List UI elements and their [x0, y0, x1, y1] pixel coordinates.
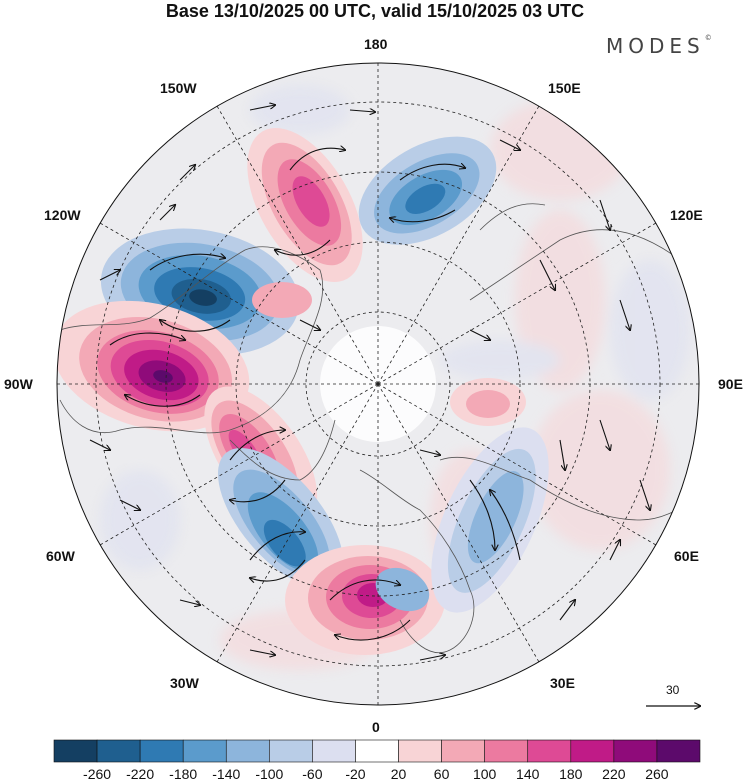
colorbar-tick-label: -20 — [345, 766, 366, 782]
colorbar-tick-label: 60 — [433, 766, 450, 782]
lon-label-90e: 90E — [718, 376, 743, 392]
map-border — [56, 62, 700, 706]
colorbar-swatch — [269, 739, 313, 763]
colorbar-tick-label: -100 — [255, 766, 284, 782]
colorbar-swatch — [355, 739, 399, 763]
anomaly-neg-30e — [375, 427, 549, 613]
graticule — [57, 63, 699, 705]
lon-label-0: 0 — [372, 719, 380, 735]
colorbar-swatch — [96, 739, 141, 763]
colorbar-swatch — [527, 739, 572, 763]
colorbar-swatch — [484, 739, 529, 763]
brand-text: MODES — [606, 34, 705, 58]
anomaly-field — [57, 85, 690, 670]
lon-label-150e: 150E — [548, 80, 581, 96]
lon-label-30w: 30W — [170, 675, 199, 691]
colorbar-swatch — [225, 739, 270, 763]
colorbar-tick-label: 180 — [559, 766, 583, 782]
vector-reference-label: 30 — [666, 683, 680, 697]
colorbar-swatch — [570, 739, 615, 763]
colorbar-swatch — [139, 739, 184, 763]
colorbar-swatch — [312, 739, 356, 763]
colorbar-swatch — [398, 739, 442, 763]
wind-vectors — [89, 105, 650, 661]
colorbar-swatch — [182, 739, 227, 763]
lon-label-180: 180 — [364, 36, 388, 52]
colorbar-tick-label: -260 — [83, 766, 112, 782]
colorbar-tick-label: 100 — [472, 766, 497, 782]
lon-label-150w: 150W — [160, 80, 197, 96]
coastlines — [59, 203, 691, 653]
colorbar-swatch — [53, 739, 98, 763]
map-title: Base 13/10/2025 00 UTC, valid 15/10/2025… — [165, 1, 585, 21]
colorbar-swatch — [656, 739, 701, 763]
colorbar — [53, 739, 701, 763]
lon-label-30e: 30E — [550, 675, 575, 691]
anomaly-pos-90e — [450, 378, 526, 426]
lon-label-90w: 90W — [4, 376, 33, 392]
colorbar-tick-label: 140 — [516, 766, 540, 782]
anomaly-pos-160w — [247, 128, 363, 282]
colorbar-tick-label: 220 — [602, 766, 626, 782]
anomaly-pos-90w — [57, 300, 250, 432]
colorbar-tick-label: -220 — [126, 766, 155, 782]
colorbar-swatch — [441, 739, 485, 763]
lon-label-120w: 120W — [44, 207, 81, 223]
colorbar-tick-label: -180 — [169, 766, 198, 782]
brand-logo: MODES© — [606, 34, 712, 58]
lon-label-60e: 60E — [674, 548, 699, 564]
brand-mark: © — [704, 34, 712, 42]
colorbar-tick-label: 260 — [645, 766, 669, 782]
lon-label-60w: 60W — [46, 548, 75, 564]
colorbar-tick-label: -140 — [212, 766, 241, 782]
colorbar-swatch — [613, 739, 658, 763]
anomaly-neg-45w — [217, 447, 344, 588]
colorbar-tick-label: 20 — [390, 766, 407, 782]
colorbar-tick-label: -60 — [302, 766, 323, 782]
lon-label-120e: 120E — [670, 207, 703, 223]
